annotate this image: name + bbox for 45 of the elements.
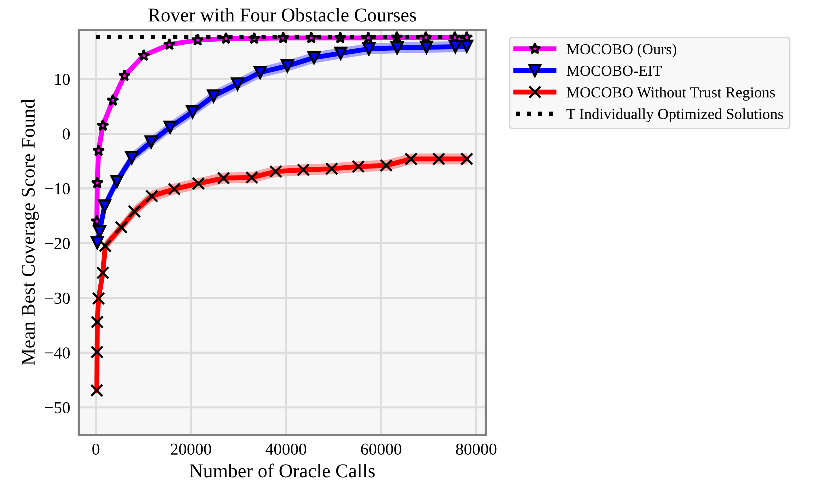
point xyxy=(460,40,474,54)
point xyxy=(186,105,200,119)
point xyxy=(164,120,177,134)
point xyxy=(390,41,404,55)
y-tick-label: 10 xyxy=(55,74,70,86)
point xyxy=(138,49,150,62)
point xyxy=(334,46,348,60)
point xyxy=(98,200,112,213)
x-tick-label: 20000 xyxy=(171,444,212,456)
legend-label: MOCOBO Without Trust Regions xyxy=(566,87,776,101)
point xyxy=(118,69,132,82)
point xyxy=(420,40,434,54)
x-tick-label: 60000 xyxy=(361,444,402,456)
legend-label: MOCOBO (Ours) xyxy=(566,44,677,58)
y-tick-label: −20 xyxy=(45,238,70,250)
y-tick-label: 0 xyxy=(62,128,70,140)
chart-title: Rover with Four Obstacle Courses xyxy=(148,8,416,22)
point xyxy=(281,60,294,73)
point xyxy=(110,175,124,188)
x-tick-label: 0 xyxy=(92,444,100,456)
y-tick-label: −10 xyxy=(45,183,70,195)
point xyxy=(91,176,104,189)
x-tick-label: 80000 xyxy=(456,444,497,456)
point xyxy=(254,66,267,80)
point xyxy=(92,144,106,156)
point xyxy=(90,236,104,250)
point xyxy=(308,51,321,65)
point xyxy=(106,94,120,106)
point xyxy=(362,42,376,56)
y-tick-label: −50 xyxy=(45,402,70,414)
x-axis-title: Number of Oracle Calls xyxy=(190,464,375,478)
point xyxy=(231,78,244,91)
point xyxy=(449,40,462,54)
point xyxy=(125,151,139,165)
y-tick-label: −30 xyxy=(45,292,70,304)
legend-label: MOCOBO-EIT xyxy=(566,66,662,76)
point xyxy=(207,90,220,103)
point xyxy=(96,119,110,132)
point xyxy=(93,225,106,239)
legend-label: T Individually Optimized Solutions xyxy=(566,108,784,123)
point xyxy=(163,38,176,50)
y-axis-title: Mean Best Coverage Score Found xyxy=(21,99,40,366)
point xyxy=(144,136,158,149)
y-tick-label: −40 xyxy=(45,348,70,359)
x-tick-label: 40000 xyxy=(266,444,306,456)
